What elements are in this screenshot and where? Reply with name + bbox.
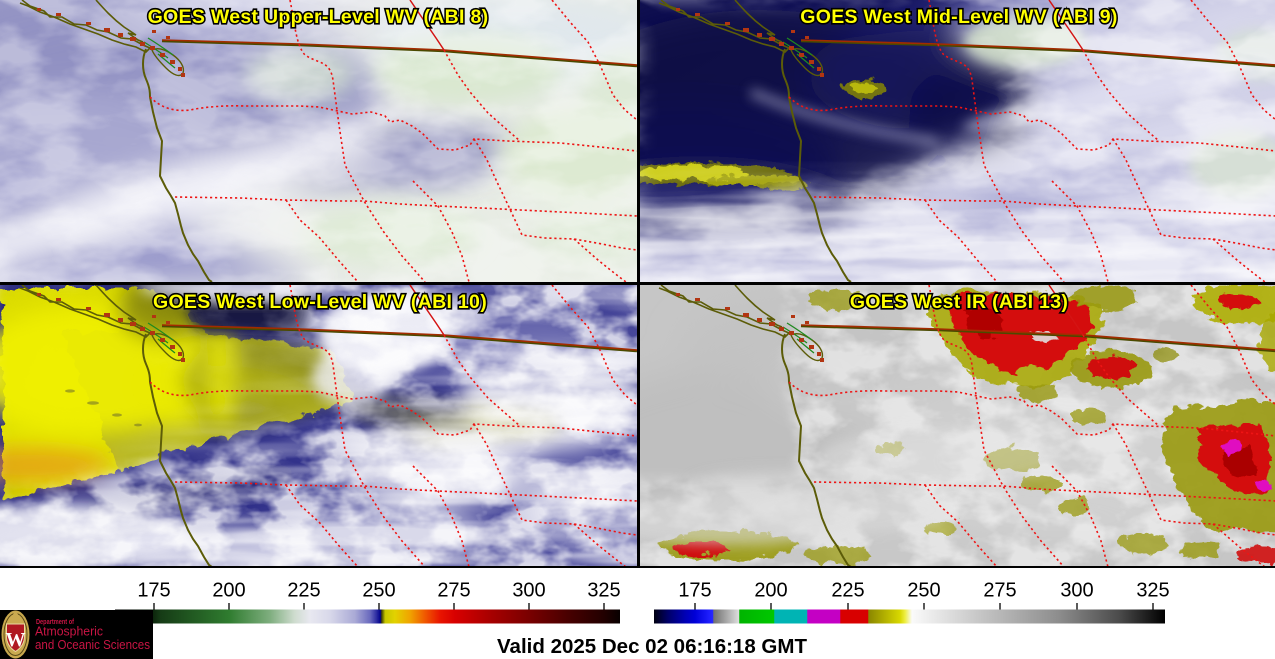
svg-text:250: 250 [362,580,395,602]
svg-text:200: 200 [212,580,245,602]
svg-text:300: 300 [512,580,545,602]
svg-text:275: 275 [437,580,470,602]
svg-text:GOES West Low-Level WV (ABI 10: GOES West Low-Level WV (ABI 10) [153,291,487,313]
svg-text:W: W [6,629,26,651]
svg-text:250: 250 [907,580,940,602]
svg-text:175: 175 [678,580,711,602]
svg-text:GOES West Mid-Level WV (ABI 9): GOES West Mid-Level WV (ABI 9) [800,6,1117,28]
svg-text:Atmospheric: Atmospheric [35,624,103,639]
svg-text:225: 225 [287,580,320,602]
svg-text:Department of: Department of [36,619,75,626]
svg-text:Valid 2025 Dec 02 06:16:18 GMT: Valid 2025 Dec 02 06:16:18 GMT [497,635,807,658]
svg-text:275: 275 [983,580,1016,602]
svg-text:175: 175 [137,580,170,602]
svg-text:GOES West IR (ABI 13): GOES West IR (ABI 13) [850,291,1068,313]
svg-text:325: 325 [1136,580,1169,602]
svg-text:300: 300 [1060,580,1093,602]
svg-text:200: 200 [754,580,787,602]
svg-text:225: 225 [831,580,864,602]
svg-text:325: 325 [587,580,620,602]
svg-text:and Oceanic Sciences: and Oceanic Sciences [35,637,150,652]
svg-text:GOES West Upper-Level WV (ABI: GOES West Upper-Level WV (ABI 8) [148,6,489,28]
